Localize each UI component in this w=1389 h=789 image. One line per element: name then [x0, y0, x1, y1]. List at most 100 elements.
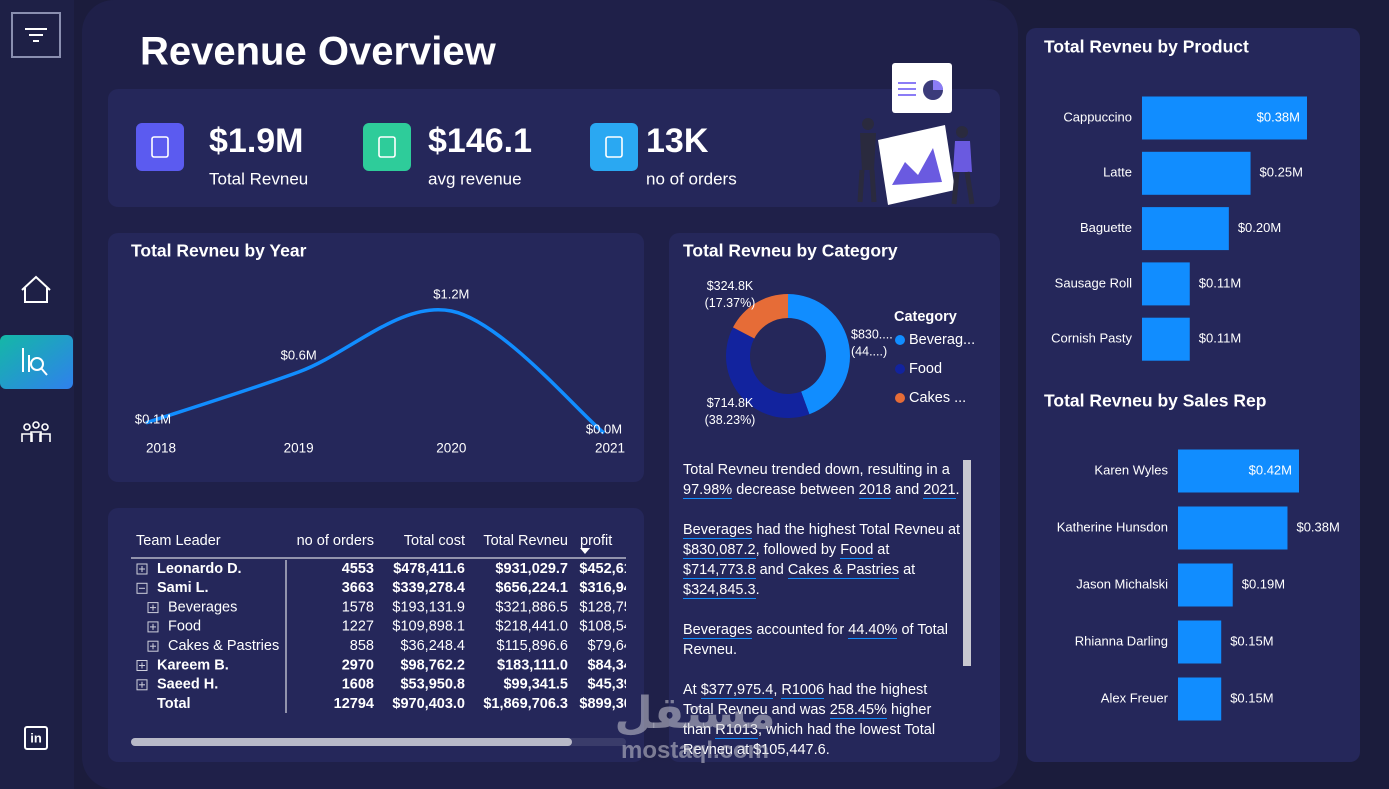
narrative-text: accounted for [752, 622, 849, 638]
chart-title: Total Revneu by Sales Rep [1044, 391, 1266, 411]
donut-slice [788, 294, 850, 415]
x-tick-label: 2019 [284, 441, 314, 456]
narrative-highlight: R1013 [715, 722, 758, 739]
data-label-share: (44....) [851, 345, 887, 359]
table-cell: $193,131.9 [392, 599, 465, 615]
narrative-paragraph: Beverages had the highest Total Revneu a… [683, 520, 961, 600]
chart-title: Total Revneu by Category [683, 241, 898, 261]
table-cell: 1578 [342, 599, 374, 615]
table-cell: $931,029.7 [495, 561, 568, 577]
expand-toggle[interactable] [147, 621, 159, 633]
expand-toggle[interactable] [136, 660, 148, 671]
narrative-highlight: Beverages [683, 522, 753, 539]
table-cell: Total [157, 696, 191, 712]
narrative-text: of Total Revneu. [683, 622, 948, 658]
narrative-text: decrease between [732, 482, 859, 498]
table-cell: 2970 [342, 657, 374, 673]
narrative-highlight: $830,087.2 [683, 542, 756, 559]
data-label: $0.15M [1230, 633, 1273, 648]
narrative-highlight: Cakes & Pastries [787, 562, 900, 579]
column-header: Total Revneu [483, 533, 568, 549]
narrative-text: at [899, 562, 916, 578]
table-cell: $452,618.1 [579, 561, 652, 577]
data-label: $830.... [851, 328, 893, 342]
text-scrollbar[interactable] [963, 460, 971, 666]
narrative-text: , [773, 682, 782, 698]
expand-toggle[interactable] [147, 602, 159, 614]
data-label: $0.20M [1238, 220, 1281, 235]
narrative-highlight: $714,773.8 [683, 562, 756, 579]
narrative-highlight: 2018 [858, 482, 892, 499]
data-label: $0.38M [1257, 109, 1300, 124]
table-cell: $45,390.7 [587, 677, 652, 693]
svg-text:in: in [30, 730, 42, 745]
column-header: Total cost [404, 533, 465, 549]
y-tick-label: Katherine Hunsdon [1057, 519, 1168, 534]
legend-swatch [895, 364, 905, 374]
chart-title: Total Revneu by Product [1044, 37, 1249, 57]
filter-button[interactable] [11, 12, 61, 58]
data-label: $1.2M [433, 286, 469, 301]
y-tick-label: Baguette [1080, 220, 1132, 235]
table-cell: Food [168, 619, 201, 635]
expand-toggle[interactable] [136, 679, 148, 691]
table-cell: $183,111.0 [497, 657, 568, 673]
narrative-highlight: 258.45% [829, 702, 887, 719]
expand-toggle[interactable] [136, 563, 148, 575]
table-cell: 1227 [342, 619, 374, 635]
data-label: $0.11M [1199, 275, 1241, 290]
x-tick-label: 2018 [146, 441, 176, 456]
people-icon[interactable] [21, 421, 51, 442]
right-card [1026, 28, 1360, 762]
kpi-icon-glyph [151, 136, 169, 158]
column-header: no of orders [297, 533, 374, 549]
y-tick-label: Cappuccino [1063, 109, 1132, 124]
active-nav[interactable] [0, 335, 73, 389]
table: Team Leader no of orders Total cost Total R… [136, 533, 652, 712]
table-cell: $109,898.1 [392, 619, 465, 635]
table-cell: 12794 [334, 696, 374, 712]
linkedin-icon[interactable]: in [24, 726, 48, 750]
narrative-highlight: 2021 [923, 482, 956, 499]
column-header: profit [580, 533, 612, 549]
kpi-card [108, 89, 1000, 207]
table-cell: $53,950.8 [400, 677, 465, 693]
narrative-text: . [755, 582, 760, 598]
expand-toggle[interactable] [136, 582, 148, 594]
kpi-label: no of orders [646, 169, 737, 188]
narrative-paragraph: At $377,975.4, R1006 had the highest Tot… [683, 680, 961, 760]
table-cell: $115,896.6 [497, 638, 569, 654]
bar [1142, 96, 1307, 140]
sort-indicator [580, 548, 590, 554]
table-cell: $970,403.0 [392, 696, 465, 712]
narrative-paragraph: Beverages accounted for 44.40% of Total … [683, 620, 961, 660]
table-cell: $36,248.4 [400, 638, 465, 654]
data-label: $0.6M [281, 347, 317, 362]
smart-narrative: Total Revneu trended down, resulting in … [683, 460, 961, 760]
narrative-highlight: Beverages [683, 622, 753, 639]
table-cell: $218,441.0 [495, 619, 568, 635]
expand-toggle[interactable] [147, 640, 159, 652]
kpi-label: Total Revneu [209, 169, 308, 188]
table-cell: $478,411.6 [393, 561, 465, 577]
donut-slice [732, 294, 788, 339]
table-cell: $98,762.2 [400, 657, 465, 673]
table-cell: Beverages [168, 599, 237, 615]
narrative-highlight: R1006 [781, 682, 825, 699]
kpi-value: 13K [646, 122, 709, 160]
table-cell: $84,348.8 [587, 657, 652, 673]
legend-swatch [895, 335, 905, 345]
table-cell: Cakes & Pastries [168, 638, 279, 654]
table-cell: 858 [350, 638, 374, 654]
bar [1178, 677, 1222, 721]
x-tick-label: 2021 [595, 441, 625, 456]
scroll-thumb[interactable] [131, 738, 572, 746]
chart-title: Total Revneu by Year [131, 241, 307, 261]
narrative-text: Total Revneu trended down, resulting in … [683, 462, 950, 478]
narrative-text: had the highest Total Revneu and was [683, 682, 928, 718]
narrative-text: , which had the lowest Total Revneu at $… [683, 722, 936, 758]
illustration [857, 63, 975, 205]
home-icon[interactable] [21, 275, 51, 303]
